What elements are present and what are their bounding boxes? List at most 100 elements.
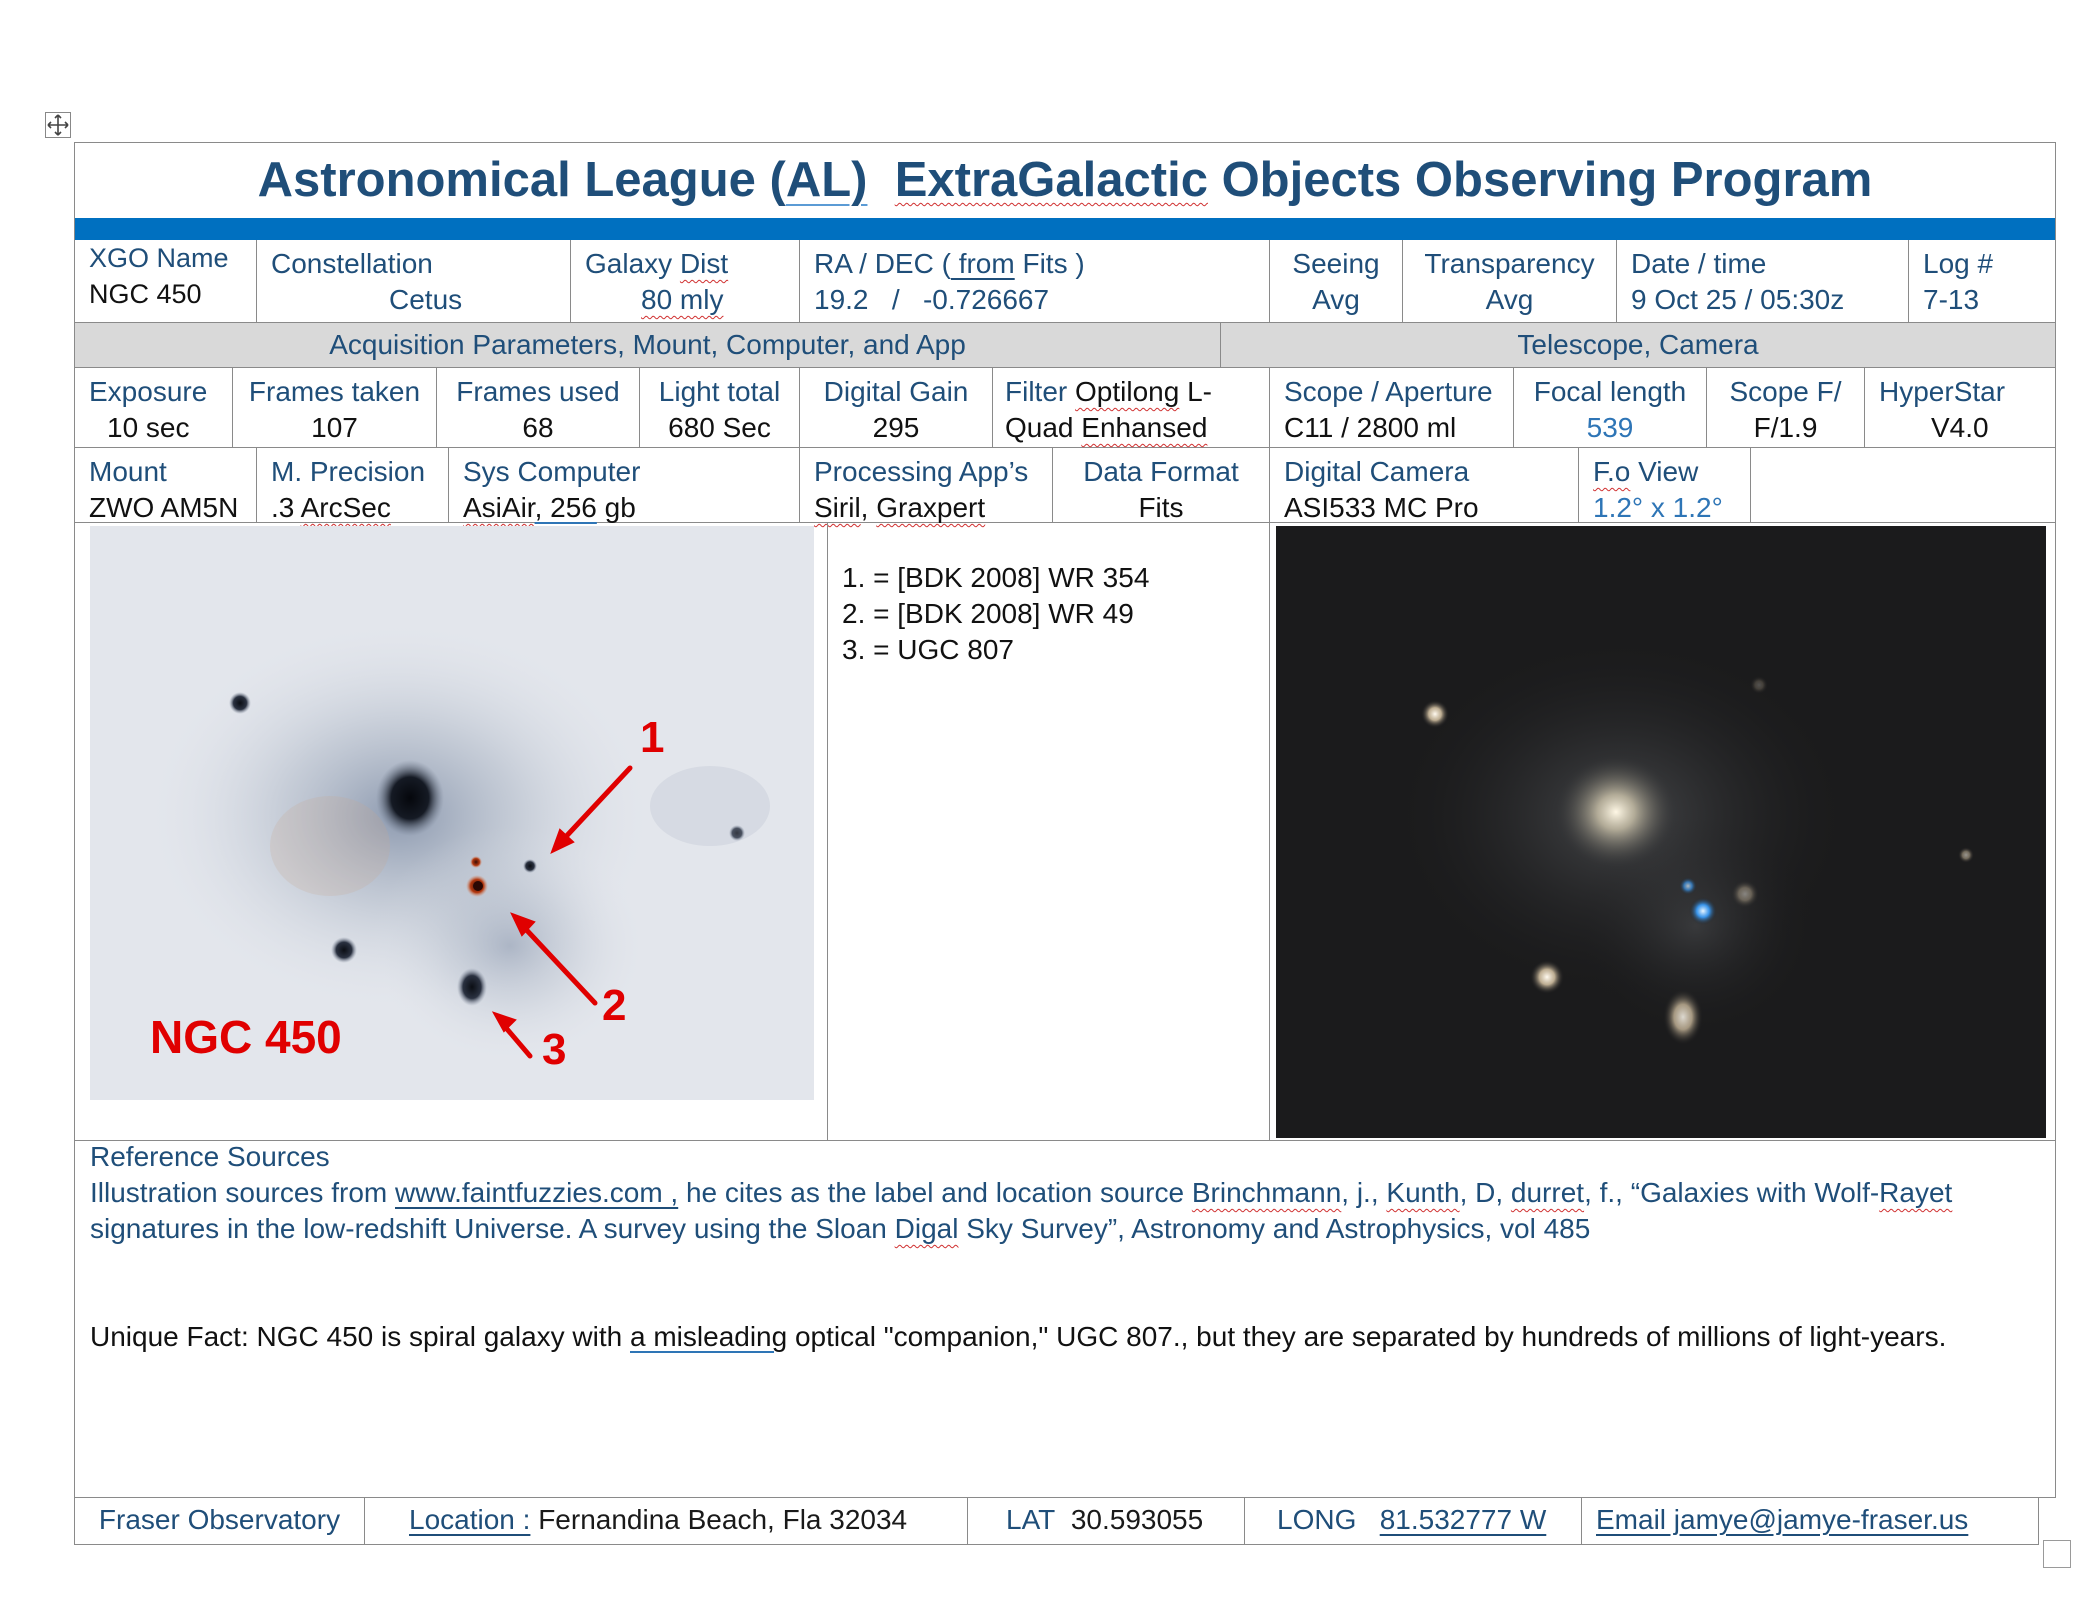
focal-length-value: 539 xyxy=(1586,412,1634,443)
hyperstar-value: V4.0 xyxy=(1931,412,1989,443)
digital-camera-label: Digital Camera xyxy=(1284,456,1470,487)
transparency-label: Transparency xyxy=(1424,248,1595,279)
digital-gain-value: 295 xyxy=(872,412,920,443)
marker-2: 2 xyxy=(602,981,627,1030)
footer-email-cell: Email jamye@jamye-fraser.us xyxy=(1582,1497,2039,1545)
scope-aperture-cell: Scope / Aperture C11 / 2800 ml xyxy=(1270,368,1514,448)
ra-dec-label-a: RA / DEC ( xyxy=(814,248,951,279)
fact-text: a misleading xyxy=(630,1321,788,1352)
sys-computer-gb: gb xyxy=(596,492,636,523)
reference-image-cell xyxy=(75,523,828,1141)
lat-value: 30.593055 xyxy=(1070,1504,1204,1535)
scope-aperture-value: C11 / 2800 ml xyxy=(1284,412,1457,443)
precision-value-unit: ArcSec xyxy=(300,492,391,523)
log-value: 7-13 xyxy=(1923,284,1980,315)
fact-text: Unique Fact: NGC 450 is spiral galaxy wi… xyxy=(90,1321,630,1352)
ra-dec-label: RA / DEC ( from Fits ) xyxy=(814,246,1255,282)
lat-label: LAT xyxy=(1006,1504,1056,1535)
telescope-section-header: Telescope, Camera xyxy=(1221,323,2055,368)
frames-taken-cell: Frames taken 107 xyxy=(233,368,437,448)
filter-value-optilong: Optilong xyxy=(1075,376,1180,407)
exposure-label: Exposure xyxy=(89,376,208,407)
list-item: 1. = [BDK 2008] WR 354 xyxy=(842,562,1150,593)
scope-f-cell: Scope F/ F/1.9 xyxy=(1707,368,1865,448)
title-extragalactic: ExtraGalactic xyxy=(894,153,1208,207)
table-resize-handle[interactable] xyxy=(2043,1540,2071,1568)
fov-label-fo: F.o xyxy=(1593,456,1631,487)
dec-value: -0.726667 xyxy=(922,284,1050,315)
precision-value-num: .3 xyxy=(271,492,301,523)
footer-location-cell: Location : Fernandina Beach, Fla 32034 xyxy=(365,1497,968,1545)
light-total-label: Light total xyxy=(658,376,781,407)
location-value: Fernandina Beach, Fla 32034 xyxy=(530,1504,908,1535)
processing-app-siril: Siril xyxy=(814,492,861,523)
reference-text: Rayet xyxy=(1879,1177,1953,1208)
frames-used-label: Frames used xyxy=(456,376,620,407)
digital-camera-value: ASI533 MC Pro xyxy=(1284,492,1479,523)
focal-length-label: Focal length xyxy=(1533,376,1687,407)
scope-f-label: Scope F/ xyxy=(1729,376,1842,407)
faintfuzzies-link[interactable]: www.faintfuzzies.com , xyxy=(395,1177,679,1208)
reference-line-1: Illustration sources from www.faintfuzzi… xyxy=(90,1175,2040,1211)
date-time-label: Date / time xyxy=(1631,248,1767,279)
fov-value: 1.2° x 1.2° xyxy=(1593,492,1723,523)
ra-dec-cell: RA / DEC ( from Fits ) 19.2 / -0.726667 xyxy=(800,240,1270,323)
date-time-cell: Date / time 9 Oct 25 / 05:30z xyxy=(1617,240,1909,323)
page-title: Astronomical League (AL) ExtraGalactic O… xyxy=(74,142,2056,218)
scope-f-value: F/1.9 xyxy=(1753,412,1818,443)
long-value: 81.532777 W xyxy=(1379,1504,1547,1535)
fov-label-view: View xyxy=(1630,456,1699,487)
transparency-value: Avg xyxy=(1485,284,1534,315)
log-cell: Log # 7-13 xyxy=(1909,240,2055,323)
acquisition-section-title: Acquisition Parameters, Mount, Computer,… xyxy=(329,329,966,360)
astrophoto-image xyxy=(1276,526,2046,1138)
email-link[interactable]: Email jamye@jamye-fraser.us xyxy=(1596,1504,1969,1535)
fov-cell: F.o View 1.2° x 1.2° xyxy=(1579,448,1751,523)
location-label: Location : xyxy=(409,1504,531,1535)
date-time-value: 9 Oct 25 / 05:30z xyxy=(1631,284,1845,315)
footer-lat-cell: LAT 30.593055 xyxy=(968,1497,1245,1545)
mount-label: Mount xyxy=(89,456,167,487)
focal-length-cell: Focal length 539 xyxy=(1514,368,1707,448)
ra-dec-label-from: from xyxy=(950,248,1015,279)
long-label: LONG xyxy=(1277,1504,1357,1535)
reference-author: durret xyxy=(1510,1177,1585,1208)
reference-author: Kunth xyxy=(1386,1177,1460,1208)
constellation-label: Constellation xyxy=(271,248,433,279)
filter-value-l: L- xyxy=(1179,376,1212,407)
light-total-cell: Light total 680 Sec xyxy=(640,368,800,448)
table-move-handle[interactable] xyxy=(45,112,71,138)
log-label: Log # xyxy=(1923,248,1994,279)
frames-taken-label: Frames taken xyxy=(248,376,421,407)
reference-section: Reference Sources Illustration sources f… xyxy=(90,1139,2040,1355)
title-part3: Objects Observing Program xyxy=(1207,153,1873,207)
seeing-value: Avg xyxy=(1312,284,1360,315)
data-format-cell: Data Format Fits xyxy=(1053,448,1270,523)
processing-app-label: Processing App’s xyxy=(814,456,1029,487)
mount-cell: Mount ZWO AM5N xyxy=(75,448,257,523)
ra-dec-label-c: Fits ) xyxy=(1014,248,1085,279)
mount-value: ZWO AM5N xyxy=(89,492,239,523)
marker-3: 3 xyxy=(542,1025,567,1074)
exposure-cell: Exposure 10 sec xyxy=(75,368,233,448)
filter-label-text: Filter xyxy=(1005,376,1068,407)
light-total-value: 680 Sec xyxy=(668,412,771,443)
reference-text: , j., xyxy=(1341,1177,1387,1208)
ra-value: 19.2 xyxy=(814,284,869,315)
constellation-cell: Constellation Cetus xyxy=(257,240,571,323)
filter-value-quad: Quad xyxy=(1005,412,1082,443)
ra-dec-value: 19.2 / -0.726667 xyxy=(814,282,1255,318)
processing-app-sep: , xyxy=(860,492,877,523)
sys-computer-cell: Sys Computer AsiAir, 256 gb xyxy=(449,448,800,523)
xgo-name-label: XGO Name xyxy=(89,243,229,273)
reference-text: Sky Survey”, Astronomy and Astrophysics,… xyxy=(958,1213,1591,1244)
precision-label: M. Precision xyxy=(271,456,426,487)
list-item: 2. = [BDK 2008] WR 49 xyxy=(842,598,1134,629)
xgo-name-value: NGC 450 xyxy=(89,279,202,309)
ra-dec-separator: / xyxy=(891,284,900,315)
labels-cell xyxy=(828,523,1270,1141)
precision-cell: M. Precision .3 ArcSec xyxy=(257,448,449,523)
galaxy-dist-value: 80 mly xyxy=(585,282,785,318)
galaxy-dist-label-dist: Dist xyxy=(679,248,729,279)
reference-text: signatures in the low-redshift Universe.… xyxy=(90,1213,895,1244)
